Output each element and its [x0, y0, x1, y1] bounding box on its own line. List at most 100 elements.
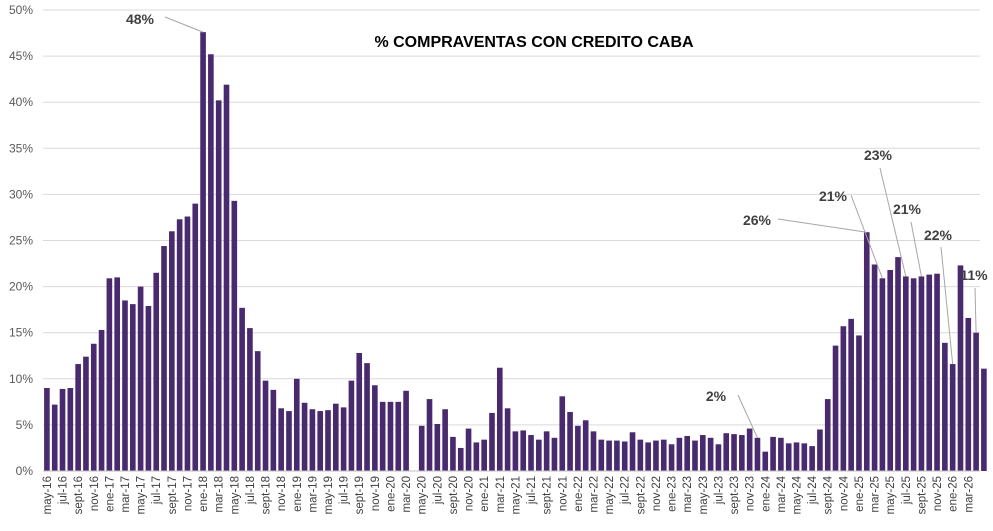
bar: [903, 276, 909, 471]
bar: [75, 364, 81, 471]
x-tick-label: jul-25: [901, 476, 913, 505]
x-tick-label: nov-25: [932, 476, 944, 511]
x-tick-label: mar-22: [588, 476, 600, 512]
bar: [590, 431, 597, 471]
x-tick-label: mar-25: [870, 476, 882, 512]
x-tick-label: ene-25: [854, 476, 866, 512]
bar: [340, 407, 347, 471]
bar: [739, 435, 745, 471]
bar: [973, 332, 979, 471]
bar: [965, 317, 972, 471]
bar: [247, 328, 253, 471]
x-tick-label: jul-17: [151, 476, 163, 505]
annotation-leader-line: [940, 246, 954, 365]
bar: [473, 442, 480, 471]
x-tick-label: jul-22: [620, 476, 632, 505]
bar: [817, 429, 823, 471]
bar: [699, 435, 706, 471]
x-tick-label: nov-20: [464, 476, 476, 511]
bar: [879, 278, 886, 471]
annotations: 48%2%26%21%23%21%22%11%: [126, 11, 988, 439]
bar: [254, 351, 261, 471]
bar: [496, 367, 503, 471]
y-tick-label: 5%: [16, 418, 34, 432]
y-tick-label: 50%: [9, 3, 33, 17]
bar: [934, 273, 940, 471]
bar: [606, 440, 612, 471]
x-tick-label: nov-19: [370, 476, 382, 511]
x-tick-label: nov-18: [276, 476, 288, 511]
x-tick-label: may-24: [792, 475, 804, 514]
bar: [51, 404, 58, 471]
y-axis-tick-labels: 0% 5% 10% 15% 20% 25% 30% 35% 40% 45% 50%: [9, 3, 33, 478]
bar: [145, 305, 152, 471]
bar: [512, 431, 519, 471]
bar: [910, 278, 917, 471]
bar: [785, 443, 792, 471]
bar: [614, 440, 620, 471]
bar: [348, 380, 355, 471]
x-tick-label: jul-18: [245, 476, 257, 505]
bar: [442, 409, 448, 471]
bar: [176, 219, 183, 471]
bar: [824, 399, 831, 471]
bar: [926, 274, 933, 471]
bar: [161, 246, 167, 471]
annotation-label: 11%: [960, 267, 988, 283]
gridlines: [43, 9, 980, 426]
bar: [356, 352, 363, 471]
bar: [949, 364, 956, 471]
x-tick-label: mar-26: [963, 476, 975, 512]
bar: [403, 390, 409, 471]
bars: [44, 32, 987, 472]
x-tick-label: jul-23: [713, 476, 725, 505]
x-tick-label: ene-18: [198, 476, 210, 512]
x-tick-label: sept-25: [916, 476, 928, 514]
bar: [778, 437, 784, 471]
x-tick-label: nov-23: [745, 476, 757, 511]
x-tick-label: may-19: [323, 476, 335, 514]
bar: [333, 403, 339, 471]
annotation-label: 23%: [864, 147, 893, 163]
bar: [114, 277, 120, 471]
x-tick-label: nov-21: [557, 476, 569, 511]
bar: [325, 410, 331, 471]
x-tick-label: nov-16: [89, 476, 101, 511]
x-tick-label: may-17: [136, 476, 148, 514]
bar: [645, 442, 651, 471]
bar: [450, 436, 456, 471]
annotation-label: 26%: [743, 212, 772, 228]
bar: [957, 265, 964, 471]
x-axis-tick-labels: may-16 jul-16 sept-16 nov-16 ene-17 mar-17 may…: [42, 475, 975, 514]
bar: [270, 389, 277, 471]
x-tick-label: jul-16: [58, 476, 70, 505]
x-tick-label: sept-21: [542, 476, 554, 514]
annotation-label: 21%: [893, 201, 922, 217]
x-tick-label: jul-21: [526, 476, 538, 505]
bar: [262, 380, 269, 471]
x-tick-label: mar-20: [401, 476, 413, 512]
x-tick-label: may-16: [42, 476, 54, 514]
y-tick-label: 45%: [9, 49, 33, 63]
bar: [918, 276, 925, 471]
x-tick-label: nov-22: [651, 476, 663, 511]
bar: [457, 447, 464, 471]
bar: [286, 411, 292, 471]
x-tick-label: may-22: [604, 476, 616, 514]
bar: [723, 433, 730, 471]
bar: [942, 342, 948, 471]
bar: [536, 439, 542, 471]
bar: [153, 272, 160, 471]
bar: [106, 278, 113, 471]
annotation-leader-line: [164, 16, 204, 33]
bar: [489, 412, 495, 471]
bar: [653, 440, 659, 471]
annotation-label: 2%: [706, 388, 727, 404]
y-tick-label: 0%: [16, 464, 34, 478]
bar: [122, 300, 128, 471]
bar: [668, 444, 675, 471]
bar: [598, 439, 605, 471]
x-tick-label: ene-24: [760, 475, 772, 511]
x-tick-label: ene-17: [104, 476, 116, 512]
